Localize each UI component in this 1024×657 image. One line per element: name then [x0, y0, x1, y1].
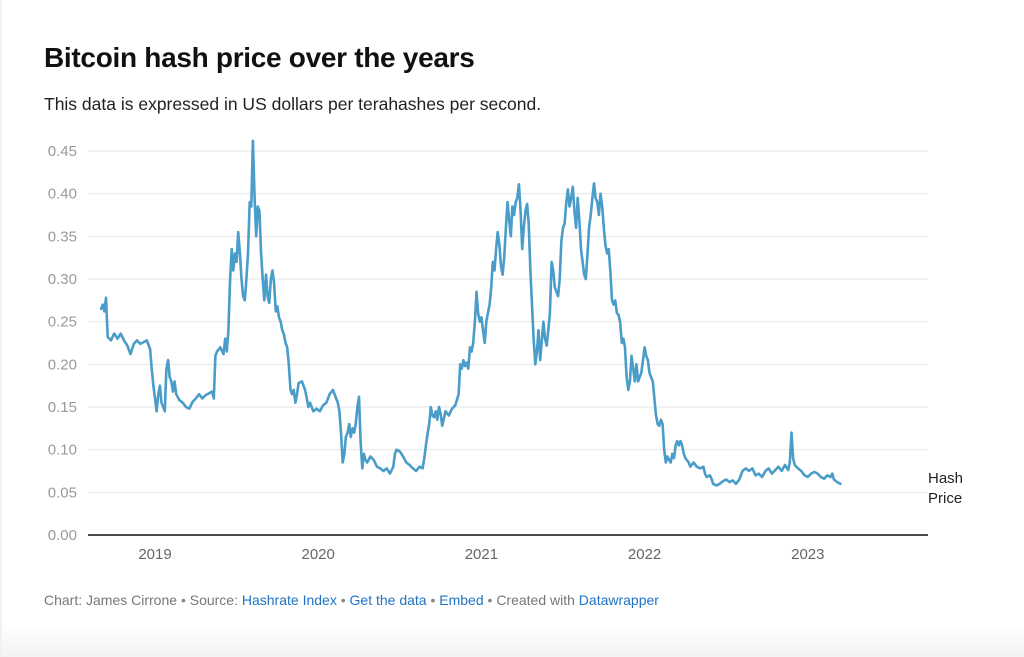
series-layer — [99, 139, 842, 487]
created-with-prefix: Created with — [496, 592, 575, 608]
y-axis-ticks: 0.00 0.05 0.10 0.15 0.20 0.25 0.30 0.35 0.40 0.45 — [48, 143, 77, 544]
chart-credit: Chart: James Cirrone — [44, 592, 178, 608]
get-the-data-link[interactable]: Get the data — [349, 592, 427, 608]
x-tick-label: 2023 — [791, 546, 824, 563]
source-prefix: Source: — [189, 592, 238, 608]
series-label-line: Price — [928, 490, 962, 507]
chart-subtitle: This data is expressed in US dollars per… — [44, 94, 542, 114]
series-labels: Hash Price — [928, 470, 963, 507]
y-tick-label: 0.40 — [48, 186, 77, 203]
frame-edge — [0, 0, 2, 657]
y-tick-label: 0.30 — [48, 271, 77, 288]
chart-title: Bitcoin hash price over the years — [44, 42, 475, 73]
line-chart: 0.00 0.05 0.10 0.15 0.20 0.25 0.30 0.35 0.40 0.45… — [48, 139, 963, 563]
source-link[interactable]: Hashrate Index — [241, 592, 337, 608]
footer-separator: • — [430, 592, 436, 608]
footer-separator: • — [487, 592, 493, 608]
y-tick-label: 0.45 — [48, 143, 77, 160]
y-tick-label: 0.00 — [48, 527, 77, 544]
y-tick-label: 0.35 — [48, 228, 77, 245]
footer-separator: • — [340, 592, 346, 608]
chart-footer: Chart: James Cirrone • Source: Hashrate … — [44, 592, 659, 608]
gridlines — [88, 150, 928, 493]
datawrapper-link[interactable]: Datawrapper — [578, 592, 659, 608]
footer-separator: • — [180, 592, 186, 608]
x-axis-ticks: 2019 2020 2021 2022 2023 — [138, 546, 824, 563]
y-tick-label: 0.10 — [48, 442, 77, 459]
embed-link[interactable]: Embed — [439, 592, 484, 608]
y-tick-label: 0.20 — [48, 356, 77, 373]
y-tick-label: 0.15 — [48, 399, 77, 416]
y-tick-label: 0.05 — [48, 484, 77, 501]
series-label-line: Hash — [928, 470, 963, 487]
x-tick-label: 2020 — [302, 546, 335, 563]
x-tick-label: 2021 — [465, 546, 498, 563]
y-tick-label: 0.25 — [48, 314, 77, 331]
x-tick-label: 2022 — [628, 546, 661, 563]
x-tick-label: 2019 — [138, 546, 171, 563]
series-line-hash-price — [99, 139, 842, 487]
